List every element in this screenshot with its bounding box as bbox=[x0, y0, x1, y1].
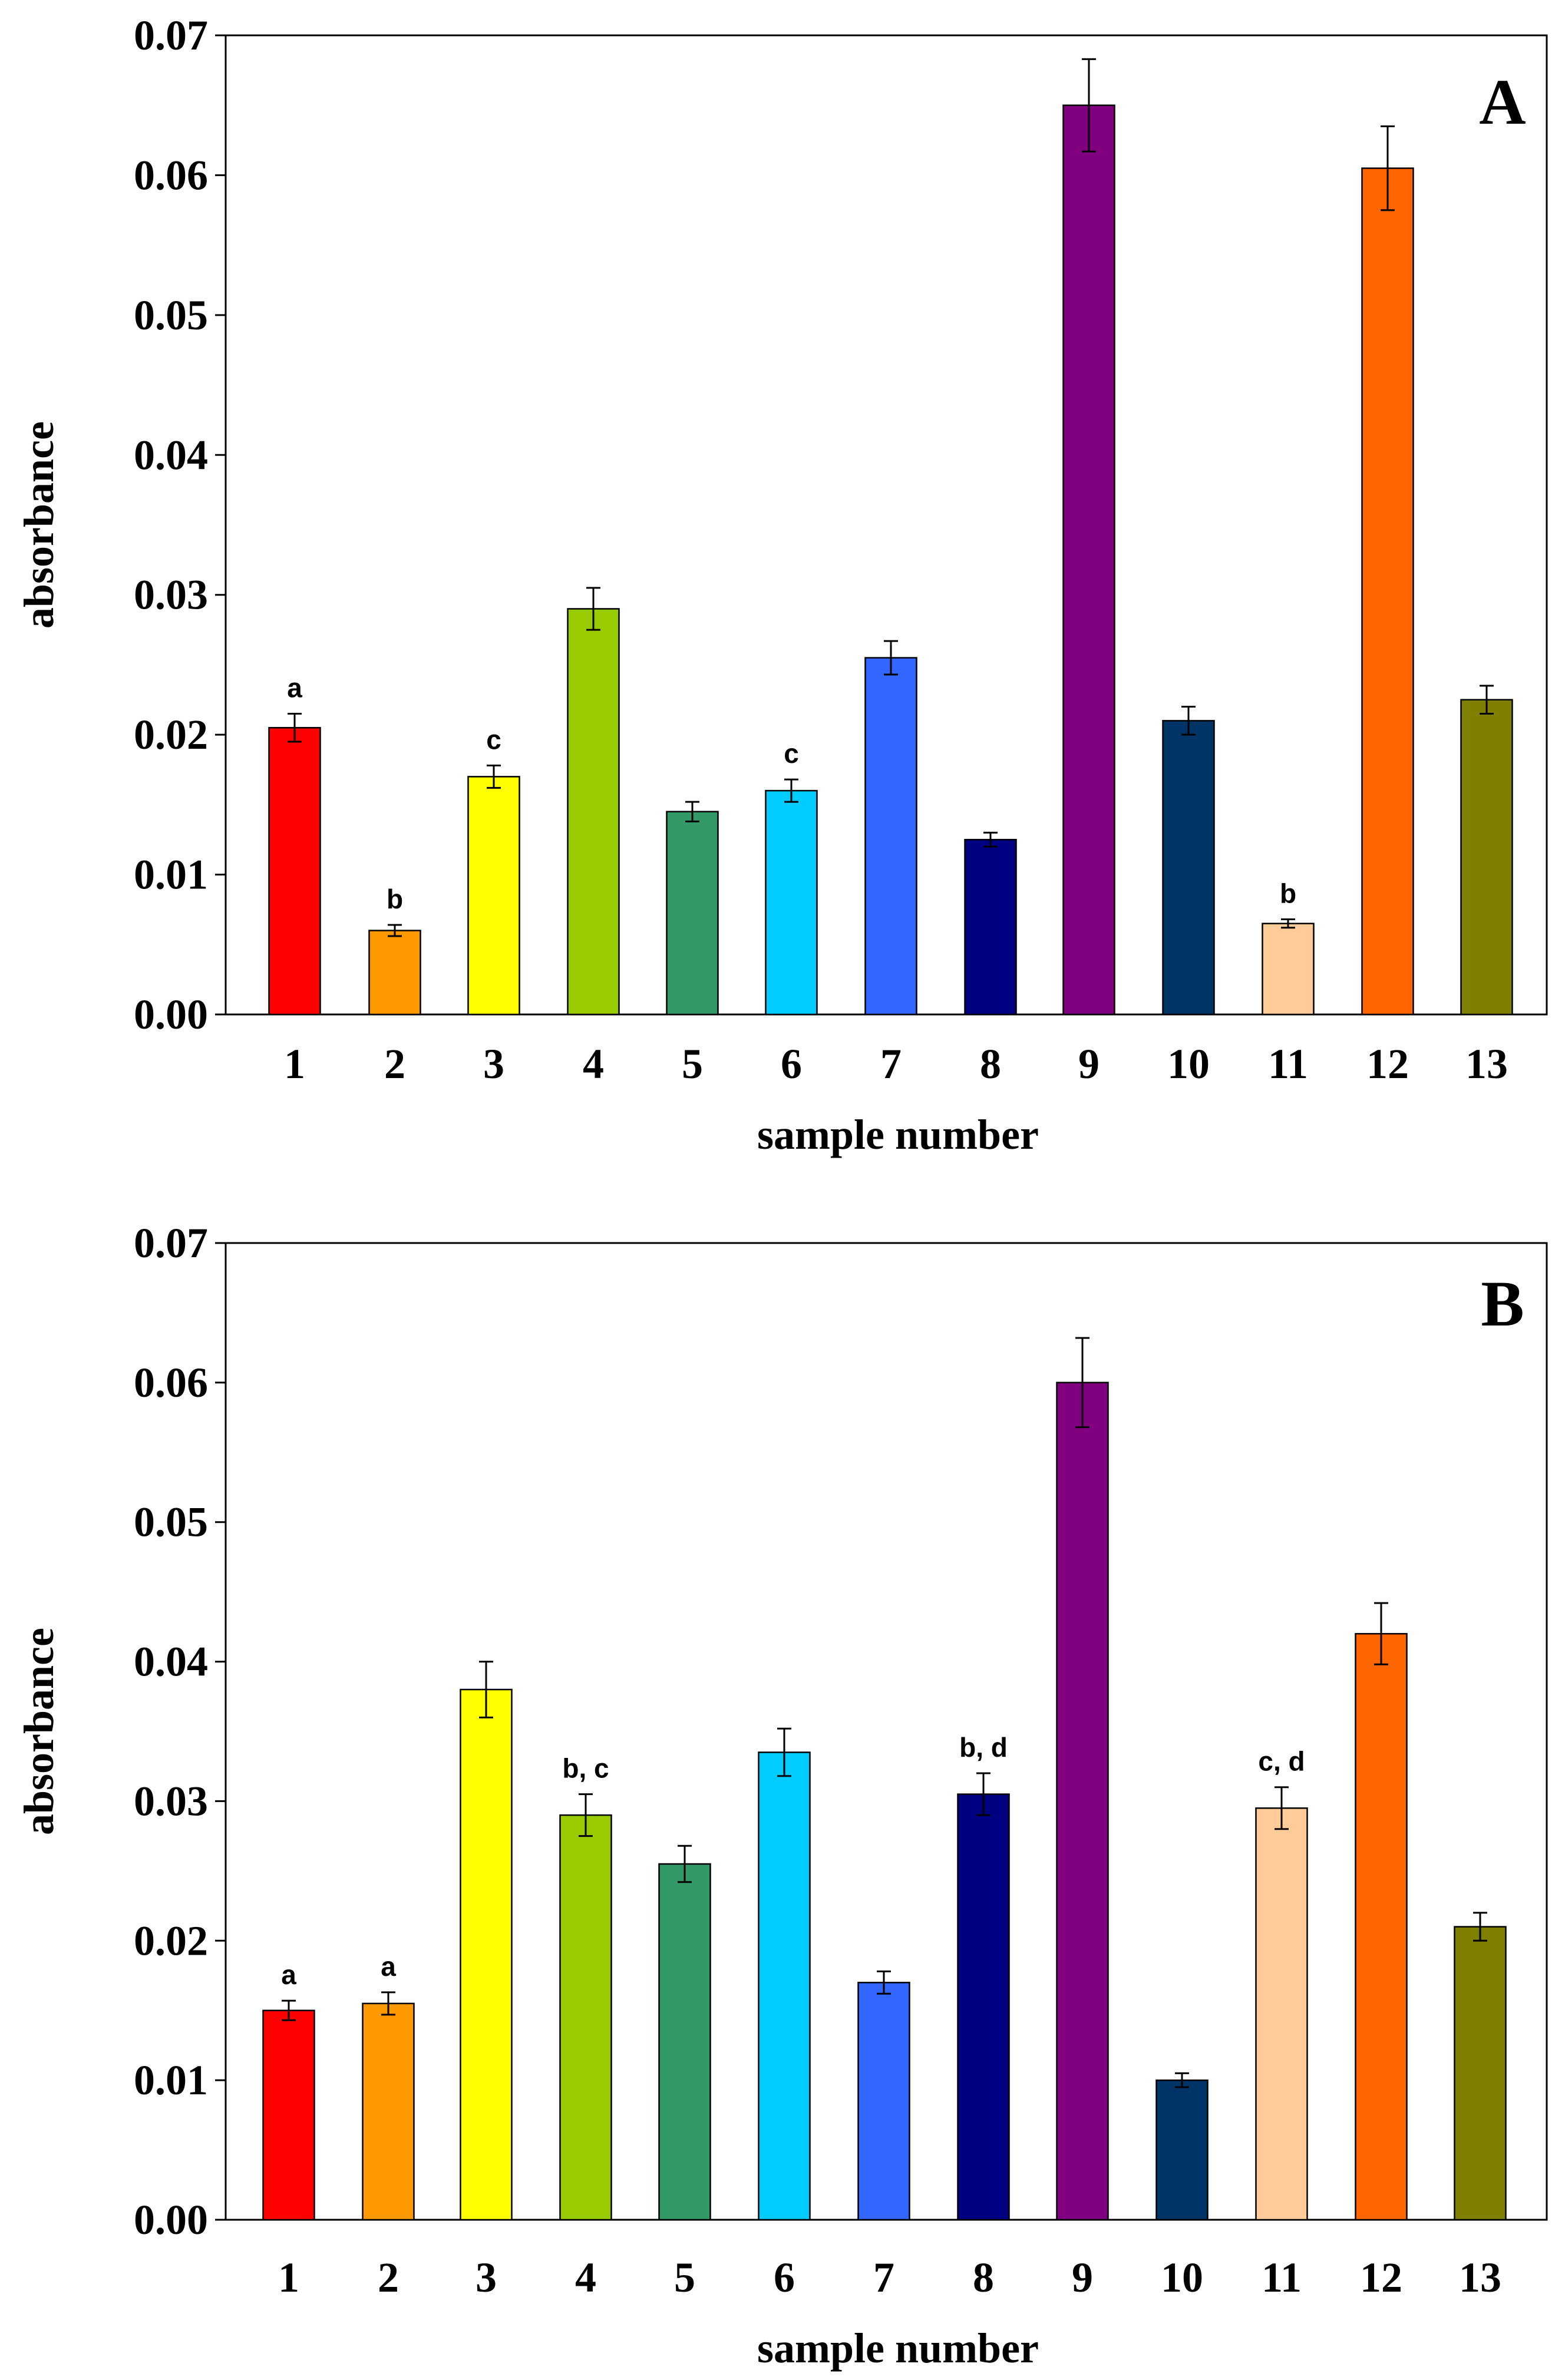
significance-label: c bbox=[784, 738, 799, 769]
bar-sample-7 bbox=[864, 657, 917, 1016]
x-tick-label: 5 bbox=[674, 2254, 695, 2301]
bar-sample-5 bbox=[666, 811, 719, 1016]
x-tick-label: 1 bbox=[284, 1040, 305, 1087]
bar-sample-2 bbox=[362, 2002, 415, 2221]
x-tick-label: 12 bbox=[1366, 1040, 1409, 1087]
bar-sample-4 bbox=[567, 608, 620, 1016]
bar-sample-9 bbox=[1056, 1381, 1109, 2221]
x-tick-label: 13 bbox=[1459, 2254, 1501, 2301]
panel-letter: B bbox=[1481, 1268, 1524, 1340]
bar-sample-10 bbox=[1162, 720, 1215, 1016]
x-tick-label: 6 bbox=[781, 1040, 802, 1087]
significance-label: a bbox=[281, 1959, 296, 1990]
x-tick-label: 8 bbox=[973, 2254, 994, 2301]
x-tick-label: 1 bbox=[278, 2254, 299, 2301]
chart-panel-a: 0.00 0.01 0.02 0.03 0.04 0.05 0.06 0.07 a 1 b 2 c 3 4 5… bbox=[15, 12, 1548, 1158]
bar-sample-6 bbox=[758, 1751, 811, 2221]
x-tick-label: 8 bbox=[980, 1040, 1001, 1087]
y-tick-label: 0.04 bbox=[134, 1638, 208, 1685]
x-tick-label: 2 bbox=[384, 1040, 405, 1087]
significance-label: c, d bbox=[1258, 1746, 1305, 1777]
significance-label: b bbox=[387, 884, 403, 914]
y-tick-label: 0.05 bbox=[134, 1499, 208, 1546]
x-axis-title: sample number bbox=[757, 1111, 1039, 1158]
y-tick-label: 0.03 bbox=[134, 1777, 208, 1824]
significance-label: a bbox=[381, 1951, 396, 1982]
x-tick-label: 5 bbox=[682, 1040, 703, 1087]
x-tick-label: 13 bbox=[1465, 1040, 1508, 1087]
bar-sample-1 bbox=[262, 2009, 315, 2221]
x-tick-label: 9 bbox=[1078, 1040, 1100, 1087]
x-tick-label: 4 bbox=[575, 2254, 596, 2301]
bar-sample-2 bbox=[368, 930, 421, 1016]
y-tick-label: 0.00 bbox=[134, 991, 208, 1038]
x-tick-label: 4 bbox=[583, 1040, 604, 1087]
significance-label: a bbox=[287, 673, 302, 703]
x-tick-label: 2 bbox=[378, 2254, 399, 2301]
significance-label: b, d bbox=[959, 1732, 1008, 1763]
y-tick-label: 0.03 bbox=[134, 571, 208, 619]
bar-sample-12 bbox=[1355, 1632, 1408, 2221]
bar-sample-6 bbox=[765, 789, 818, 1016]
x-tick-label: 10 bbox=[1167, 1040, 1210, 1087]
x-tick-label: 3 bbox=[483, 1040, 504, 1087]
x-tick-label: 10 bbox=[1161, 2254, 1203, 2301]
bar-sample-3 bbox=[460, 1688, 513, 2221]
panel-letter: A bbox=[1479, 66, 1526, 138]
significance-label: b bbox=[1280, 878, 1296, 909]
bar-sample-12 bbox=[1361, 167, 1414, 1016]
y-tick-label: 0.07 bbox=[134, 12, 208, 59]
x-tick-label: 9 bbox=[1072, 2254, 1093, 2301]
bar-sample-13 bbox=[1460, 699, 1513, 1016]
y-tick-label: 0.06 bbox=[134, 1359, 208, 1406]
y-axis-title: absorbance bbox=[15, 1628, 62, 1835]
x-axis-title: sample number bbox=[757, 2325, 1039, 2372]
x-tick-label: 11 bbox=[1262, 2254, 1302, 2301]
y-tick-label: 0.04 bbox=[134, 431, 208, 478]
y-tick-label: 0.02 bbox=[134, 711, 208, 758]
bar-sample-5 bbox=[658, 1863, 711, 2221]
x-tick-label: 7 bbox=[873, 2254, 894, 2301]
bar-sample-9 bbox=[1062, 104, 1115, 1016]
x-tick-label: 6 bbox=[774, 2254, 795, 2301]
bar-sample-8 bbox=[957, 1793, 1010, 2221]
chart-panel-b: 0.00 0.01 0.02 0.03 0.04 0.05 0.06 0.07 a 1 a 2 3 b, … bbox=[15, 1219, 1548, 2372]
bar-sample-4 bbox=[559, 1814, 612, 2221]
bar-sample-3 bbox=[467, 776, 520, 1016]
x-tick-label: 3 bbox=[476, 2254, 497, 2301]
y-tick-label: 0.00 bbox=[134, 2196, 208, 2243]
bar-sample-7 bbox=[857, 1982, 910, 2221]
bar-sample-13 bbox=[1454, 1926, 1507, 2221]
y-tick-label: 0.02 bbox=[134, 1917, 208, 1964]
significance-label: c bbox=[486, 724, 501, 755]
y-tick-label: 0.06 bbox=[134, 151, 208, 199]
y-tick-label: 0.01 bbox=[134, 851, 208, 898]
bar-sample-11 bbox=[1255, 1807, 1308, 2221]
bar-sample-11 bbox=[1262, 923, 1315, 1016]
y-tick-label: 0.01 bbox=[134, 2057, 208, 2104]
x-tick-label: 7 bbox=[880, 1040, 902, 1087]
x-tick-label: 12 bbox=[1360, 2254, 1402, 2301]
x-tick-label: 11 bbox=[1268, 1040, 1308, 1087]
bar-sample-10 bbox=[1155, 2079, 1209, 2221]
y-axis-title: absorbance bbox=[15, 421, 62, 629]
significance-label: b, c bbox=[562, 1753, 609, 1784]
bar-sample-1 bbox=[268, 727, 321, 1016]
bar-sample-8 bbox=[964, 838, 1017, 1016]
y-tick-label: 0.07 bbox=[134, 1219, 208, 1267]
y-tick-label: 0.05 bbox=[134, 292, 208, 339]
